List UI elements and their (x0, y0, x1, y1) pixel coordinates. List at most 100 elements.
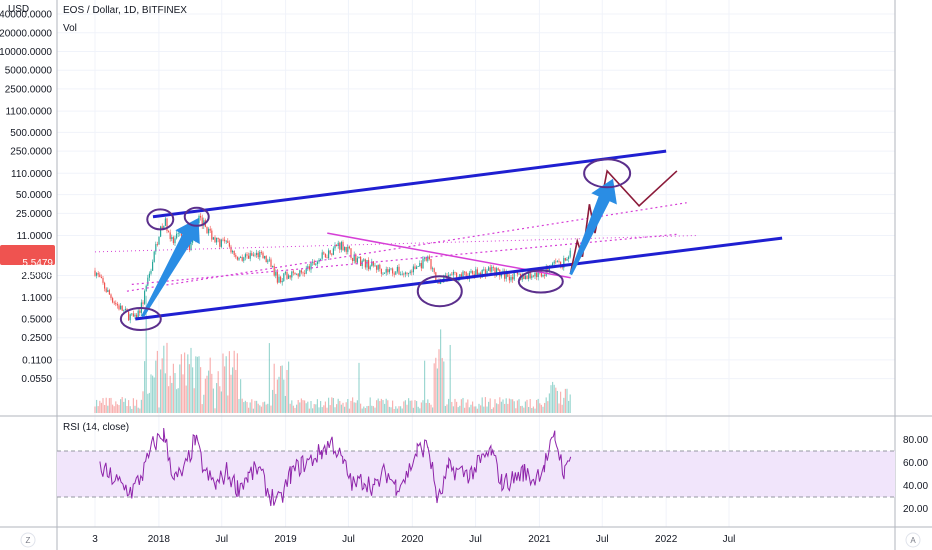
volume-bar (190, 347, 192, 413)
candle-body (145, 285, 147, 292)
candle-body (568, 256, 570, 260)
volume-bar (379, 401, 381, 413)
volume-bar (355, 402, 357, 413)
volume-bar (153, 377, 155, 413)
rsi-axis[interactable]: 80.00 60.00 40.00 20.00 (903, 435, 928, 515)
volume-bar (275, 393, 277, 413)
candle-body (481, 269, 483, 278)
candle-body (371, 261, 373, 267)
volume-bar (417, 406, 419, 413)
symbol-title[interactable]: EOS / Dollar, 1D, BITFINEX (63, 5, 187, 16)
candle-body (443, 275, 445, 283)
candle-body (336, 244, 338, 246)
price-axis[interactable]: 40000.0000 20000.0000 10000.0000 5000.0000 2… (0, 10, 52, 386)
candle-body (398, 266, 400, 275)
volume-bar (569, 394, 571, 413)
candle-body (553, 261, 555, 264)
volume-bar (556, 390, 558, 413)
candle-body (368, 260, 370, 270)
volume-bar (428, 403, 430, 413)
highlight-circle (119, 307, 162, 332)
volume-bar (299, 402, 301, 413)
volume-bar (400, 406, 402, 413)
candle-body (272, 265, 274, 267)
volume-bar (131, 408, 133, 413)
volume-bar (358, 362, 360, 413)
candle-body (222, 239, 224, 241)
volume-bar (521, 405, 523, 413)
volume-bar (430, 404, 432, 413)
volume-bar (353, 402, 355, 413)
candle-body (169, 232, 171, 240)
volume-bar (412, 407, 414, 413)
volume-bar (401, 408, 403, 413)
volume-bar (246, 402, 248, 413)
volume-bar (120, 399, 122, 413)
candle-body (408, 272, 410, 274)
price-tick-label: 1.1000 (21, 293, 52, 304)
volume-bar (94, 406, 96, 413)
price-tick-label: 2500.0000 (5, 84, 53, 95)
candle-body (320, 258, 322, 260)
candle-body (388, 269, 390, 273)
candle-body (115, 302, 117, 305)
volume-bar (364, 408, 366, 413)
candle-body (428, 256, 430, 259)
time-tick-label: Jul (469, 534, 482, 545)
candle-body (348, 246, 350, 249)
rsi-line (99, 427, 572, 507)
price-tick-label: 11.0000 (17, 231, 53, 242)
candle-body (369, 266, 371, 270)
rsi-label[interactable]: RSI (14, close) (63, 422, 129, 433)
candle-body (459, 274, 461, 280)
candle-body (521, 274, 523, 280)
volume-bar (332, 397, 334, 413)
candle-body (206, 226, 208, 234)
candle-body (332, 248, 334, 255)
candle-body (214, 237, 216, 243)
volume-bar (483, 406, 485, 413)
candle-body (454, 271, 456, 273)
candle-body (249, 253, 251, 259)
candle-body (302, 272, 304, 274)
trend-arrow (141, 218, 200, 318)
candle-body (172, 237, 174, 244)
candle-body (113, 302, 115, 304)
candle-body (419, 262, 421, 267)
candle-body (156, 244, 158, 245)
candle-body (276, 272, 278, 283)
volume-bar (315, 404, 317, 413)
volume-bar (113, 406, 115, 413)
volume-bar (435, 357, 437, 413)
volume-bar (238, 398, 240, 413)
candle-body (504, 270, 506, 279)
candle-body (310, 262, 312, 270)
candle-body (393, 273, 395, 275)
candle-body (112, 298, 114, 303)
volume-bar (331, 397, 333, 413)
volume-bar (348, 408, 350, 413)
volume-bar (334, 407, 336, 413)
volume-bar (446, 404, 448, 413)
candle-body (547, 267, 549, 272)
volume-bar (185, 385, 187, 413)
zoom-left-button[interactable]: Z (20, 532, 36, 548)
time-axis[interactable]: 3 2018 Jul 2019 Jul 2020 Jul 2021 Jul 2022 Jul (92, 534, 735, 545)
volume-bar (420, 402, 422, 413)
candle-body (401, 273, 403, 275)
volume-bar (172, 363, 174, 413)
volume-bar (555, 387, 557, 413)
volume-bar (398, 406, 400, 413)
volume-bar (123, 401, 125, 413)
candle-body (352, 257, 354, 262)
volume-bar (560, 391, 562, 413)
candle-body (110, 294, 112, 299)
volume-bar (216, 383, 218, 413)
volume-bar (454, 398, 456, 413)
candle-body (449, 274, 451, 276)
auto-scale-button[interactable]: A (905, 532, 921, 548)
candle-body (121, 305, 123, 311)
candle-body (248, 255, 250, 259)
candle-body (390, 268, 392, 270)
